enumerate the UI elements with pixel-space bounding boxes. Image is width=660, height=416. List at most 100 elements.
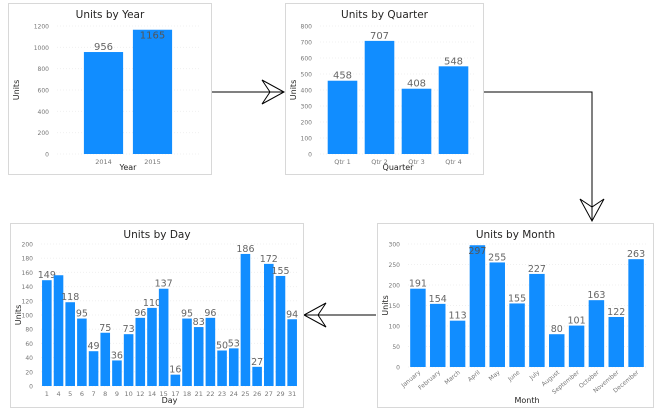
data-label: 36 (111, 350, 123, 361)
bar (42, 280, 52, 386)
y-tick-label: 100 (389, 324, 401, 331)
data-label: 94 (286, 309, 298, 320)
data-label: 27 (251, 357, 263, 368)
chart-canvas: Units by Year 0 200 400 600 800 1000 1200 Units 9… (12, 9, 199, 172)
data-label: 186 (236, 244, 254, 255)
y-tick-label: 20 (25, 369, 33, 376)
x-tick-label: 5 (68, 390, 72, 398)
y-tick-label: 200 (301, 120, 313, 127)
x-tick-label: 7 (91, 390, 95, 398)
y-tick-label: 160 (22, 270, 34, 277)
data-label: 163 (587, 290, 605, 301)
y-tick-label: 0 (45, 152, 49, 159)
x-tick-label: 12 (136, 390, 144, 398)
bar (170, 374, 181, 386)
y-tick-label: 300 (389, 242, 401, 249)
x-tick-label: 15 (160, 390, 168, 398)
y-tick-label: 250 (389, 262, 401, 269)
x-axis-label: Day (162, 396, 178, 405)
bar (364, 40, 395, 154)
bar (182, 318, 192, 386)
y-axis-label: Units (289, 80, 298, 100)
data-label: 458 (333, 71, 352, 82)
bar (264, 263, 274, 386)
bar (509, 303, 525, 367)
data-label: 137 (155, 279, 173, 290)
data-label: 95 (76, 309, 88, 320)
bar (608, 316, 624, 367)
data-label: 75 (99, 323, 111, 334)
y-tick-label: 200 (38, 130, 50, 137)
data-label: 96 (134, 308, 146, 319)
bar (158, 288, 169, 386)
bar (327, 80, 358, 154)
data-label: 297 (468, 246, 486, 257)
units-by-year-chart[interactable]: Units by Year 0 200 400 600 800 1000 1200 Units 9… (8, 3, 212, 175)
data-label: 149 (38, 270, 56, 281)
data-label: 49 (88, 341, 100, 352)
data-label: 956 (94, 42, 113, 53)
x-axis-label: Year (119, 163, 138, 172)
bar (628, 259, 644, 367)
bar (100, 332, 111, 386)
bar (287, 319, 297, 386)
arrow-year-to-quarter (212, 79, 286, 105)
data-label: 191 (409, 279, 427, 290)
y-tick-label: 500 (301, 72, 313, 79)
data-label: 16 (169, 365, 181, 376)
y-tick-label: 400 (301, 88, 313, 95)
arrow-quarter-to-month (484, 91, 605, 223)
bar (252, 366, 262, 386)
data-label: 118 (61, 292, 79, 303)
x-tick-label: 22 (206, 390, 214, 398)
data-label: 83 (193, 317, 205, 328)
data-label: 95 (181, 309, 193, 320)
units-by-day-chart[interactable]: Units by Day 0 20 40 60 80 100 120 140 160 180 200 U… (10, 223, 304, 408)
y-axis-label: Units (381, 295, 390, 315)
x-tick-label: Qtr 2 (371, 158, 388, 166)
y-tick-label: 800 (38, 66, 50, 73)
data-label: 172 (260, 254, 278, 265)
x-tick-label: 29 (276, 390, 284, 398)
y-tick-label: 80 (25, 327, 33, 334)
chart-canvas: Units by Month 0 50 100 150 200 250 300 Units 191… (381, 229, 646, 405)
y-tick-label: 50 (392, 344, 400, 351)
bar (588, 300, 605, 367)
chart-title: Units by Day (123, 229, 190, 241)
y-tick-label: 0 (396, 365, 400, 372)
bar (147, 307, 157, 386)
bar (469, 245, 486, 367)
x-tick-label: April (467, 369, 482, 383)
units-by-month-chart[interactable]: Units by Month 0 50 100 150 200 250 300 Units 191… (377, 223, 654, 408)
x-tick-label: 14 (148, 390, 156, 398)
bar (193, 327, 204, 386)
y-tick-label: 0 (29, 384, 33, 391)
data-label: 227 (528, 264, 546, 275)
bar (53, 275, 64, 386)
x-tick-label: 9 (115, 390, 119, 398)
y-tick-label: 120 (22, 298, 34, 305)
data-label: 1165 (140, 31, 165, 42)
data-label: 707 (370, 31, 389, 42)
y-tick-label: 0 (308, 152, 312, 159)
x-tick-label: 24 (230, 390, 238, 398)
y-tick-label: 600 (38, 88, 50, 95)
bar (430, 303, 446, 367)
data-label: 548 (444, 56, 463, 67)
bar (135, 317, 146, 386)
y-tick-label: 700 (301, 40, 313, 47)
x-tick-label: 17 (171, 390, 179, 398)
x-tick-label: 26 (253, 390, 261, 398)
y-tick-label: 40 (25, 355, 33, 362)
data-label: 154 (429, 294, 447, 305)
bar (410, 288, 426, 367)
data-label: 113 (449, 311, 467, 322)
bar (438, 66, 469, 154)
bar (112, 360, 122, 386)
y-axis-label: Units (12, 80, 21, 100)
x-tick-label: 8 (103, 390, 107, 398)
units-by-quarter-chart[interactable]: Units by Quarter 0 100 200 300 400 500 600 700 80… (285, 3, 484, 175)
data-label: 80 (551, 324, 563, 335)
x-tick-label: March (443, 369, 462, 386)
data-label: 122 (607, 307, 625, 318)
